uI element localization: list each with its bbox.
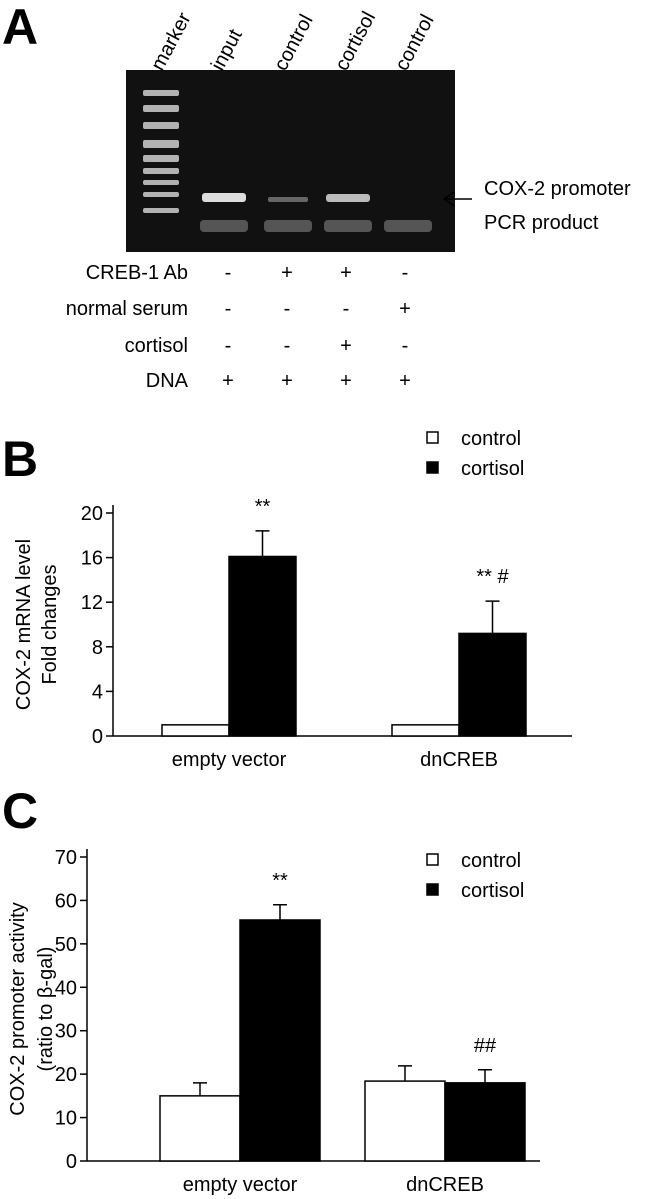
annotation: COX-2 promoter xyxy=(484,178,631,200)
significance-label: ** xyxy=(255,496,271,518)
condition-sign: + xyxy=(281,262,293,284)
condition-sign: + xyxy=(340,370,352,392)
lane-label: input xyxy=(207,25,247,74)
legend-swatch xyxy=(426,853,439,866)
lane-label: control xyxy=(391,11,439,74)
error-bar xyxy=(193,1082,207,1096)
arrow xyxy=(442,191,472,207)
condition-sign: - xyxy=(343,298,350,320)
error-bar xyxy=(273,904,287,920)
y-tick-label: 8 xyxy=(92,637,103,659)
legend-swatch xyxy=(426,431,439,444)
condition-sign: - xyxy=(225,335,232,357)
y-axis-label: (ratio to β-gal) xyxy=(35,947,57,1072)
x-tick-label: empty vector xyxy=(172,749,287,771)
y-tick-label: 70 xyxy=(55,847,77,869)
y-tick-label: 12 xyxy=(81,592,103,614)
condition-sign: - xyxy=(225,262,232,284)
bar xyxy=(159,1095,241,1162)
condition-name: normal serum xyxy=(66,298,188,320)
bar xyxy=(228,555,297,737)
legend-swatch xyxy=(426,883,439,896)
condition-sign: - xyxy=(402,335,409,357)
panel-label: A xyxy=(2,0,38,55)
y-tick-label: 4 xyxy=(92,681,103,703)
significance-label: ** # xyxy=(476,566,509,588)
y-axis-label: COX-2 promoter activity xyxy=(7,902,29,1115)
condition-sign: + xyxy=(222,370,234,392)
error-bar xyxy=(478,1069,492,1083)
y-tick-label: 10 xyxy=(55,1108,77,1130)
condition-sign: - xyxy=(284,335,291,357)
bar xyxy=(161,724,230,737)
y-tick-label: 50 xyxy=(55,934,77,956)
condition-sign: + xyxy=(399,298,411,320)
legend-label: cortisol xyxy=(461,880,524,902)
y-axis-label: Fold changes xyxy=(39,564,61,684)
gel-image xyxy=(126,70,455,252)
y-tick-label: 0 xyxy=(92,726,103,748)
bar xyxy=(444,1082,526,1162)
condition-sign: + xyxy=(340,262,352,284)
legend-label: control xyxy=(461,850,521,872)
y-tick-label: 20 xyxy=(81,503,103,525)
bar xyxy=(239,919,321,1162)
condition-sign: - xyxy=(402,262,409,284)
lane-label: control xyxy=(270,11,318,74)
condition-sign: + xyxy=(399,370,411,392)
x-tick-label: empty vector xyxy=(183,1174,298,1196)
y-tick-label: 60 xyxy=(55,890,77,912)
significance-label: ** xyxy=(272,870,288,892)
significance-label: ## xyxy=(474,1035,497,1057)
error-bar xyxy=(398,1065,412,1082)
y-axis-label: COX-2 mRNA level xyxy=(13,539,35,710)
condition-sign: - xyxy=(284,298,291,320)
panel-label: B xyxy=(2,431,38,487)
bar xyxy=(364,1080,446,1162)
bar xyxy=(391,724,460,737)
y-tick-label: 0 xyxy=(66,1151,77,1173)
y-tick-label: 20 xyxy=(55,1064,77,1086)
condition-name: DNA xyxy=(146,370,189,392)
condition-sign: + xyxy=(281,370,293,392)
legend-label: cortisol xyxy=(461,458,524,480)
panel-label: C xyxy=(2,783,38,839)
y-tick-label: 30 xyxy=(55,1021,77,1043)
lane-label: cortisol xyxy=(331,8,380,74)
condition-name: CREB-1 Ab xyxy=(86,262,188,284)
legend-label: control xyxy=(461,428,521,450)
bar xyxy=(458,632,527,737)
condition-name: cortisol xyxy=(125,335,188,357)
lane-label: marker xyxy=(147,9,196,75)
x-tick-label: dnCREB xyxy=(406,1174,484,1196)
error-bar xyxy=(255,530,270,557)
condition-sign: + xyxy=(340,335,352,357)
annotation: PCR product xyxy=(484,212,599,234)
y-tick-label: 16 xyxy=(81,548,103,570)
legend-swatch xyxy=(426,461,439,474)
condition-sign: - xyxy=(225,298,232,320)
y-tick-label: 40 xyxy=(55,977,77,999)
error-bar xyxy=(485,600,500,634)
x-tick-label: dnCREB xyxy=(420,749,498,771)
